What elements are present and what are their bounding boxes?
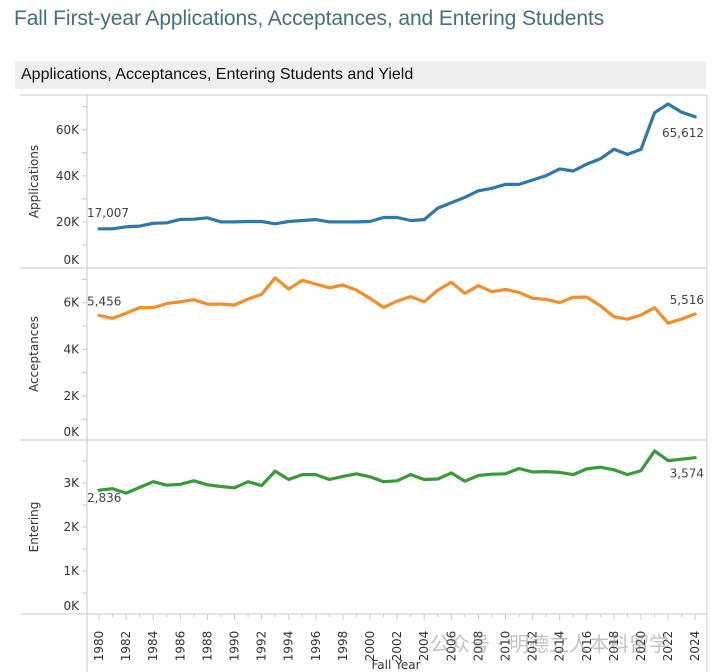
y-tick-label: 4K: [63, 342, 80, 356]
page-title: Fall First-year Applications, Acceptance…: [14, 7, 605, 30]
x-tick-label: 2016: [580, 631, 594, 662]
section-header-label: Applications, Acceptances, Entering Stud…: [21, 66, 414, 83]
series-line-entering: [97, 449, 697, 495]
end-value-label: 5,516: [670, 293, 704, 307]
series-line-acceptances: [97, 276, 697, 325]
y-tick-label: 6K: [63, 296, 80, 310]
x-tick-label: 2010: [499, 631, 513, 662]
chart-frame: [20, 94, 708, 672]
x-tick-label: 2004: [417, 631, 431, 662]
y-tick-label: 0K: [63, 425, 80, 439]
end-value-label: 3,574: [670, 467, 704, 481]
x-tick-label: 2018: [607, 631, 621, 662]
x-tick-label: 1994: [282, 631, 296, 662]
x-tick-label: 2008: [471, 631, 485, 662]
x-tick-label: 1986: [173, 631, 187, 662]
section-header: Applications, Acceptances, Entering Stud…: [15, 61, 706, 89]
start-value-label: 17,007: [87, 206, 129, 220]
y-tick-label: 2K: [63, 520, 80, 534]
watermark: 公众号 · 明德立人本科留学: [430, 632, 670, 656]
x-tick-label: 2000: [363, 631, 377, 662]
start-value-label: 2,836: [87, 491, 121, 505]
x-tick-label: 2006: [444, 631, 458, 662]
y-tick-label: 60K: [56, 123, 80, 137]
y-tick-label: 1K: [63, 564, 80, 578]
y-tick-label: 20K: [56, 215, 80, 229]
x-axis: 1980 1982 1984 1986 1988 1990 1992 1994 1996 1998…: [92, 614, 702, 661]
panel-applications: Applications 0K 20K 40K 60K 17,007 65,612: [27, 102, 704, 267]
series-line-applications: [97, 102, 697, 231]
x-tick-label: 1990: [228, 631, 242, 662]
x-tick-label: 2002: [390, 631, 404, 662]
y-axis-title: Applications: [27, 145, 41, 218]
x-tick-label: 2024: [688, 631, 702, 662]
x-tick-label: 2022: [661, 631, 675, 662]
panel-entering: Entering 0K 1K 2K 3K 2,836 3,574: [27, 449, 704, 613]
x-tick-label: 1992: [255, 631, 269, 662]
panel-acceptances: Acceptances 0K 2K 4K 6K 5,456 5,516: [27, 276, 704, 439]
x-tick-label: 1980: [92, 631, 106, 662]
x-tick-label: 1984: [146, 631, 160, 662]
y-axis-title: Entering: [27, 502, 41, 553]
y-tick-label: 40K: [56, 169, 80, 183]
y-tick-label: 0K: [63, 599, 80, 613]
x-tick-label: 2014: [553, 631, 567, 662]
end-value-label: 65,612: [662, 126, 704, 140]
x-tick-label: 1982: [119, 631, 133, 662]
y-tick-label: 2K: [63, 389, 80, 403]
x-tick-label: 1988: [200, 631, 214, 662]
y-axis-title: Acceptances: [27, 316, 41, 392]
x-tick-label: 1996: [309, 631, 323, 662]
y-tick-label: 0K: [63, 253, 80, 267]
x-tick-label: 2020: [634, 631, 648, 662]
x-axis-title: Fall Year: [371, 658, 420, 672]
x-tick-label: 1998: [336, 631, 350, 662]
chart-panels: Applications 0K 20K 40K 60K 17,007 65,612 Accep…: [27, 102, 704, 613]
y-tick-label: 3K: [63, 476, 80, 490]
x-tick-label: 2012: [526, 631, 540, 662]
start-value-label: 5,456: [87, 294, 121, 308]
